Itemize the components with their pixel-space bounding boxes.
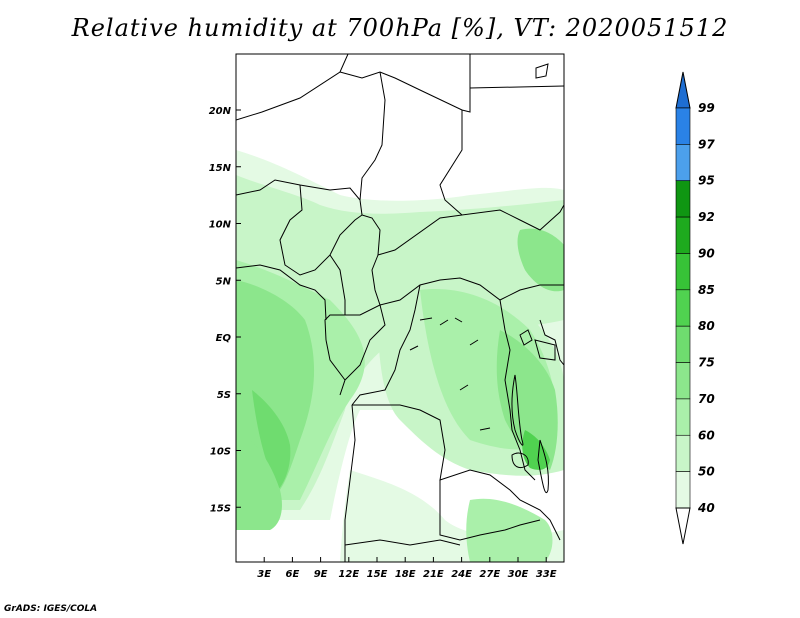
lat-tick-label: EQ xyxy=(216,333,232,344)
lon-tick-label: 30E xyxy=(508,569,529,580)
humidity-80-east xyxy=(522,430,550,470)
border-line xyxy=(345,254,381,316)
colorbar-segment xyxy=(675,253,691,291)
humidity-75-west xyxy=(252,390,291,490)
border-line xyxy=(499,299,536,481)
humidity-60-northeast xyxy=(517,228,564,292)
lon-tick-label: 15E xyxy=(367,569,388,580)
lon-tick-label: 27E xyxy=(479,569,500,580)
border-line xyxy=(352,404,561,541)
border-line xyxy=(534,339,556,361)
lake-outline xyxy=(535,63,549,79)
colorbar-bottom-arrow xyxy=(675,507,691,545)
colorbar-label: 97 xyxy=(698,137,715,151)
border-line xyxy=(344,404,356,562)
colorbar-segment xyxy=(675,434,691,472)
border-line xyxy=(379,277,564,306)
border-line xyxy=(439,110,564,231)
colorbar-label: 92 xyxy=(698,210,715,224)
border-line xyxy=(439,480,541,541)
colorbar-label: 99 xyxy=(698,101,715,115)
border-line xyxy=(236,54,349,121)
colorbar-segment xyxy=(675,107,691,145)
border-line xyxy=(325,339,346,381)
humidity-70-west xyxy=(236,280,315,495)
lat-tick-label: 15S xyxy=(210,503,231,514)
lake-outline xyxy=(511,374,524,446)
map-axes: 20N 15N 10N 5N EQ 5S 10S 15S 3E 6E 9E 12E 15E 18E 21E 2… xyxy=(209,106,557,580)
border-line xyxy=(339,54,471,113)
border-line xyxy=(339,304,386,396)
lon-tick-label: 6E xyxy=(286,569,300,580)
colorbar-segment xyxy=(675,398,691,436)
colorbar-label: 80 xyxy=(698,319,715,333)
colorbar-label: 95 xyxy=(698,174,715,188)
colorbar-label: 60 xyxy=(698,428,715,442)
lat-tick-label: 5S xyxy=(217,390,231,401)
colorbar-label: 85 xyxy=(698,283,715,297)
lake-outline xyxy=(511,452,529,468)
border-line xyxy=(236,264,327,321)
colorbar: 99 97 95 92 90 85 80 75 70 60 50 40 xyxy=(675,71,715,545)
colorbar-label: 40 xyxy=(697,501,715,515)
humidity-60-south xyxy=(466,498,553,562)
border-line xyxy=(359,199,463,256)
grads-credit: GrADS: IGES/COLA xyxy=(4,604,98,614)
colorbar-segment xyxy=(675,144,691,182)
lat-tick-label: 10S xyxy=(210,447,231,458)
lon-tick-label: 18E xyxy=(395,569,416,580)
lake-outline xyxy=(519,329,533,346)
lat-tick-label: 15N xyxy=(209,163,232,174)
lon-tick-label: 12E xyxy=(338,569,359,580)
humidity-70-southwest xyxy=(236,430,282,530)
colorbar-segment xyxy=(675,216,691,254)
colorbar-label: 70 xyxy=(698,392,715,406)
border-line xyxy=(359,71,386,201)
border-line xyxy=(344,539,461,546)
border-line xyxy=(351,284,421,406)
lake-outline xyxy=(537,439,549,493)
river-line xyxy=(409,317,491,431)
colorbar-label: 90 xyxy=(698,246,715,260)
map-title: Relative humidity at 700hPa [%], VT: 202… xyxy=(71,14,729,42)
map-frame xyxy=(235,53,565,563)
lon-tick-label: 3E xyxy=(257,569,271,580)
colorbar-segment xyxy=(675,180,691,218)
colorbar-label: 75 xyxy=(698,356,715,370)
colorbar-segment xyxy=(675,362,691,400)
lon-tick-label: 9E xyxy=(314,569,328,580)
lon-tick-label: 33E xyxy=(536,569,557,580)
colorbar-segment xyxy=(675,325,691,363)
lat-tick-label: 10N xyxy=(209,220,232,231)
humidity-70-east xyxy=(496,330,558,470)
border-line xyxy=(279,184,363,276)
border-line xyxy=(469,85,564,89)
lat-tick-label: 5N xyxy=(216,276,232,287)
humidity-field xyxy=(236,54,564,562)
colorbar-segment xyxy=(675,289,691,327)
country-borders xyxy=(236,54,564,562)
lon-tick-label: 24E xyxy=(451,569,472,580)
lat-tick-label: 20N xyxy=(209,106,232,117)
lon-tick-label: 21E xyxy=(423,569,444,580)
colorbar-segment xyxy=(675,471,691,509)
border-line xyxy=(539,319,564,366)
colorbar-label: 50 xyxy=(698,465,715,479)
colorbar-top-arrow xyxy=(675,71,691,109)
